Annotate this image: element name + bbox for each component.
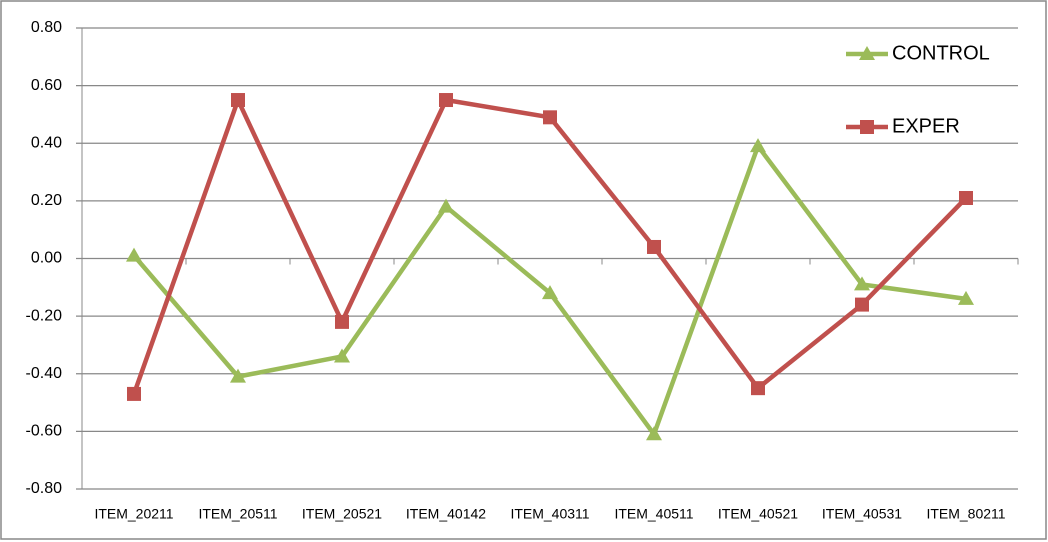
y-tick-label: 0.00: [31, 250, 62, 267]
data-point: [855, 297, 869, 312]
data-point: [542, 285, 558, 300]
data-point: [231, 93, 245, 108]
x-tick-label: ITEM_40511: [614, 506, 693, 522]
data-point: [647, 239, 661, 254]
x-tick-label: ITEM_40142: [406, 506, 486, 522]
y-tick-label: 0.40: [31, 134, 62, 151]
data-point: [959, 190, 973, 205]
data-point: [335, 314, 349, 329]
y-tick-label: -0.60: [26, 423, 63, 440]
x-tick-label: ITEM_40311: [510, 506, 589, 522]
legend-label: CONTROL: [892, 42, 990, 64]
y-tick-label: 0.80: [31, 19, 62, 36]
data-point: [439, 93, 453, 108]
data-point: [438, 198, 454, 213]
data-point: [854, 276, 870, 291]
data-point: [126, 247, 142, 262]
x-tick-label: ITEM_40531: [822, 506, 902, 522]
x-tick-label: ITEM_20211: [94, 506, 173, 522]
legend-marker: [859, 46, 875, 60]
data-point: [127, 386, 141, 401]
y-tick-label: -0.20: [26, 307, 63, 324]
data-point: [334, 348, 350, 363]
data-point: [543, 110, 557, 125]
data-point: [958, 290, 974, 305]
data-point: [750, 138, 766, 153]
x-tick-label: ITEM_40521: [718, 506, 798, 522]
y-tick-label: 0.20: [31, 192, 62, 209]
x-tick-label: ITEM_20511: [198, 506, 277, 522]
legend-marker: [860, 120, 874, 134]
y-tick-label: 0.60: [31, 77, 62, 94]
y-tick-label: -0.80: [26, 480, 63, 497]
x-tick-label: ITEM_80211: [926, 506, 1005, 522]
data-point: [751, 381, 765, 396]
data-point: [646, 426, 662, 441]
data-point: [230, 368, 246, 383]
y-tick-label: -0.40: [26, 365, 63, 382]
legend-label: EXPER: [892, 115, 960, 137]
x-tick-label: ITEM_20521: [302, 506, 382, 522]
